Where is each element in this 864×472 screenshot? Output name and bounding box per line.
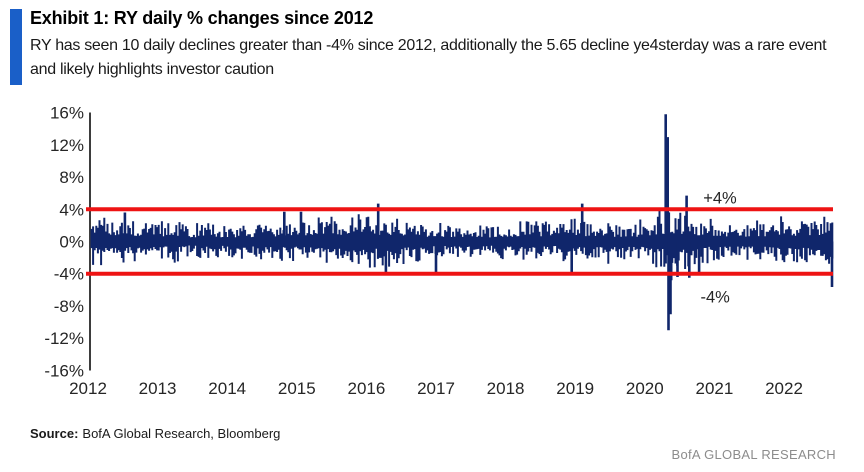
source-text: BofA Global Research, Bloomberg: [82, 426, 281, 441]
source-label: Source:: [30, 426, 79, 441]
y-tick-label: 8%: [59, 168, 84, 187]
y-tick-label: -8%: [54, 297, 84, 316]
x-tick-label: 2019: [556, 379, 594, 398]
brand-text: BofA GLOBAL RESEARCH: [671, 447, 836, 462]
y-tick-label: -12%: [44, 329, 84, 348]
exhibit-subtitle: RY has seen 10 daily declines greater th…: [30, 37, 827, 78]
threshold-label: -4%: [700, 289, 730, 307]
y-tick-label: 0%: [59, 233, 84, 252]
x-tick-label: 2016: [347, 379, 385, 398]
source-line: Source: BofA Global Research, Bloomberg: [30, 426, 280, 441]
x-tick-label: 2021: [695, 379, 733, 398]
threshold-label: +4%: [703, 189, 737, 207]
x-tick-label: 2017: [417, 379, 455, 398]
x-tick-label: 2013: [139, 379, 177, 398]
notable-spike-bars: [123, 114, 834, 331]
y-tick-label: -4%: [54, 265, 84, 284]
y-tick-label: 4%: [59, 200, 84, 219]
x-tick-label: 2014: [208, 379, 246, 398]
x-tick-label: 2015: [278, 379, 316, 398]
x-tick-label: 2018: [487, 379, 525, 398]
y-tick-label: 16%: [50, 104, 84, 123]
x-tick-label: 2022: [765, 379, 803, 398]
y-tick-label: -16%: [44, 361, 84, 380]
exhibit-accent-bar: [10, 9, 22, 85]
exhibit-title: Exhibit 1: RY daily % changes since 2012: [30, 8, 374, 28]
x-tick-label: 2020: [626, 379, 664, 398]
x-tick-label: 2012: [69, 379, 107, 398]
y-tick-label: 12%: [50, 136, 84, 155]
daily-change-bars: [90, 210, 834, 272]
